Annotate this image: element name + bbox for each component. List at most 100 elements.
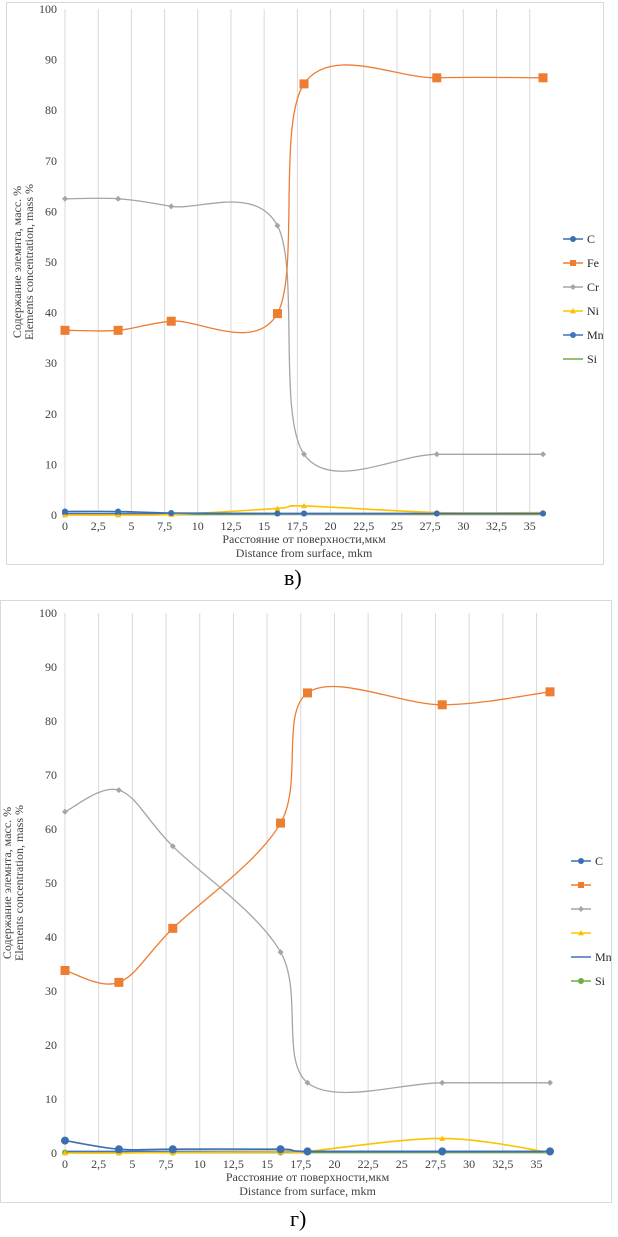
x-tick-label: 30 [457, 519, 469, 533]
data-point-c [61, 1136, 69, 1145]
x-tick-label: 17,5 [290, 1157, 311, 1171]
data-point-fe [272, 309, 282, 319]
legend-marker-mn [570, 332, 576, 338]
x-axis-title-en: Distance from surface, mkm [236, 546, 373, 560]
x-tick-label: 20 [328, 1157, 340, 1171]
data-point-cr [547, 1079, 553, 1086]
series-markers-cr [62, 787, 553, 1086]
y-tick-label: 90 [45, 660, 57, 674]
data-point-c [540, 510, 546, 517]
x-tick-label: 15 [261, 1157, 273, 1171]
data-point-cr [169, 843, 176, 850]
y-tick-label: 0 [51, 1146, 57, 1160]
x-tick-label: 32,5 [492, 1157, 513, 1171]
y-tick-label: 70 [45, 154, 57, 168]
data-point-c [168, 509, 175, 516]
y-axis-title-en: Elements concentration, mass % [12, 805, 26, 961]
data-point-fe [60, 965, 70, 975]
data-point-c [168, 1145, 177, 1154]
x-axis-title: Расстояние от поверхности,мкм [226, 1170, 390, 1184]
data-point-c [546, 1147, 554, 1156]
data-point-c [115, 508, 122, 515]
data-point-ni [274, 505, 281, 511]
y-tick-label: 60 [45, 204, 57, 218]
data-point-ni [301, 502, 307, 509]
series-markers-fe [60, 73, 548, 335]
x-tick-label: 25 [396, 1157, 408, 1171]
x-tick-label: 20 [325, 519, 337, 533]
x-tick-label: 2,5 [91, 519, 106, 533]
data-point-fe [538, 73, 548, 83]
data-point-cr [304, 1079, 311, 1086]
gridlines [64, 9, 531, 515]
data-point-cr [62, 808, 68, 815]
x-tick-label: 32,5 [486, 519, 507, 533]
data-point-c [274, 510, 281, 517]
data-point-cr [115, 787, 122, 794]
data-point-fe [276, 818, 286, 828]
y-tick-label: 100 [39, 606, 57, 620]
y-tick-label: 20 [45, 407, 57, 421]
y-tick-label: 40 [45, 930, 57, 944]
legend-label-c: C [587, 232, 595, 246]
y-tick-label: 40 [45, 306, 57, 320]
y-tick-label: 10 [45, 457, 57, 471]
data-point-c [301, 510, 307, 517]
data-point-c [62, 508, 68, 515]
series-line-cr [64, 197, 543, 472]
data-point-cr [439, 1079, 446, 1086]
y-tick-label: 0 [51, 508, 57, 522]
series-markers-fe [60, 687, 555, 987]
data-point-fe [114, 977, 124, 987]
legend-marker-ni [570, 308, 576, 314]
chart-frame-top: 0 2,5 5 7,5 10 12,5 15 17,5 20 22,5 25 27,5 30 32,5 35… [6, 2, 604, 565]
data-point-cr [168, 203, 175, 210]
y-tick-label: 90 [45, 53, 57, 67]
data-point-c [114, 1145, 123, 1154]
data-point-cr [540, 451, 546, 458]
x-tick-label: 12,5 [220, 519, 241, 533]
y-tick-label: 80 [45, 103, 57, 117]
data-point-fe [299, 79, 309, 89]
legend: C Mn Si [571, 854, 612, 988]
legend-marker-c [578, 858, 584, 864]
panel-label-bottom: г) [290, 1206, 307, 1231]
y-tick-label: 100 [39, 3, 57, 16]
x-tick-label: 7,5 [159, 1157, 174, 1171]
panel-label-top: в) [284, 565, 302, 590]
x-tick-label: 5 [129, 1157, 135, 1171]
x-tick-label: 10 [194, 1157, 206, 1171]
data-point-fe [60, 325, 70, 335]
legend-marker-si [578, 978, 584, 984]
legend-marker-fe [578, 882, 584, 888]
data-point-fe [437, 700, 447, 710]
data-point-cr [274, 222, 281, 229]
x-tick-label: 35 [524, 519, 536, 533]
legend-label-cr: Cr [587, 280, 599, 294]
legend-label-fe: Fe [587, 256, 599, 270]
data-point-fe [166, 316, 176, 326]
y-axis-title: Содержание элемнта, масс. % [1, 807, 14, 959]
data-point-fe [545, 687, 555, 697]
data-point-fe [168, 923, 178, 933]
data-point-cr [277, 949, 284, 956]
x-tick-label: 25 [391, 519, 403, 533]
x-tick-label: 0 [62, 519, 68, 533]
data-point-ni [439, 1135, 446, 1141]
data-point-ni [62, 1150, 68, 1156]
legend-marker-ni [578, 930, 584, 936]
y-tick-label: 50 [45, 255, 57, 269]
series-line-ni [64, 1137, 551, 1154]
y-tick-label: 20 [45, 1038, 57, 1052]
chart-frame-bottom: 0 2,5 5 7,5 10 12,5 15 17,5 20 22,5 25 27,5 30 32,5 35… [0, 600, 612, 1203]
x-tick-label: 22,5 [353, 519, 374, 533]
data-point-fe [113, 325, 123, 335]
x-tick-label: 27,5 [420, 519, 441, 533]
series-line-fe [64, 64, 544, 334]
legend-label-c: C [595, 854, 603, 868]
x-tick-label: 5 [128, 519, 134, 533]
data-point-c [433, 510, 440, 517]
y-tick-label: 70 [45, 768, 57, 782]
y-axis-title: Содержание элемнта, масс. % [10, 186, 24, 338]
